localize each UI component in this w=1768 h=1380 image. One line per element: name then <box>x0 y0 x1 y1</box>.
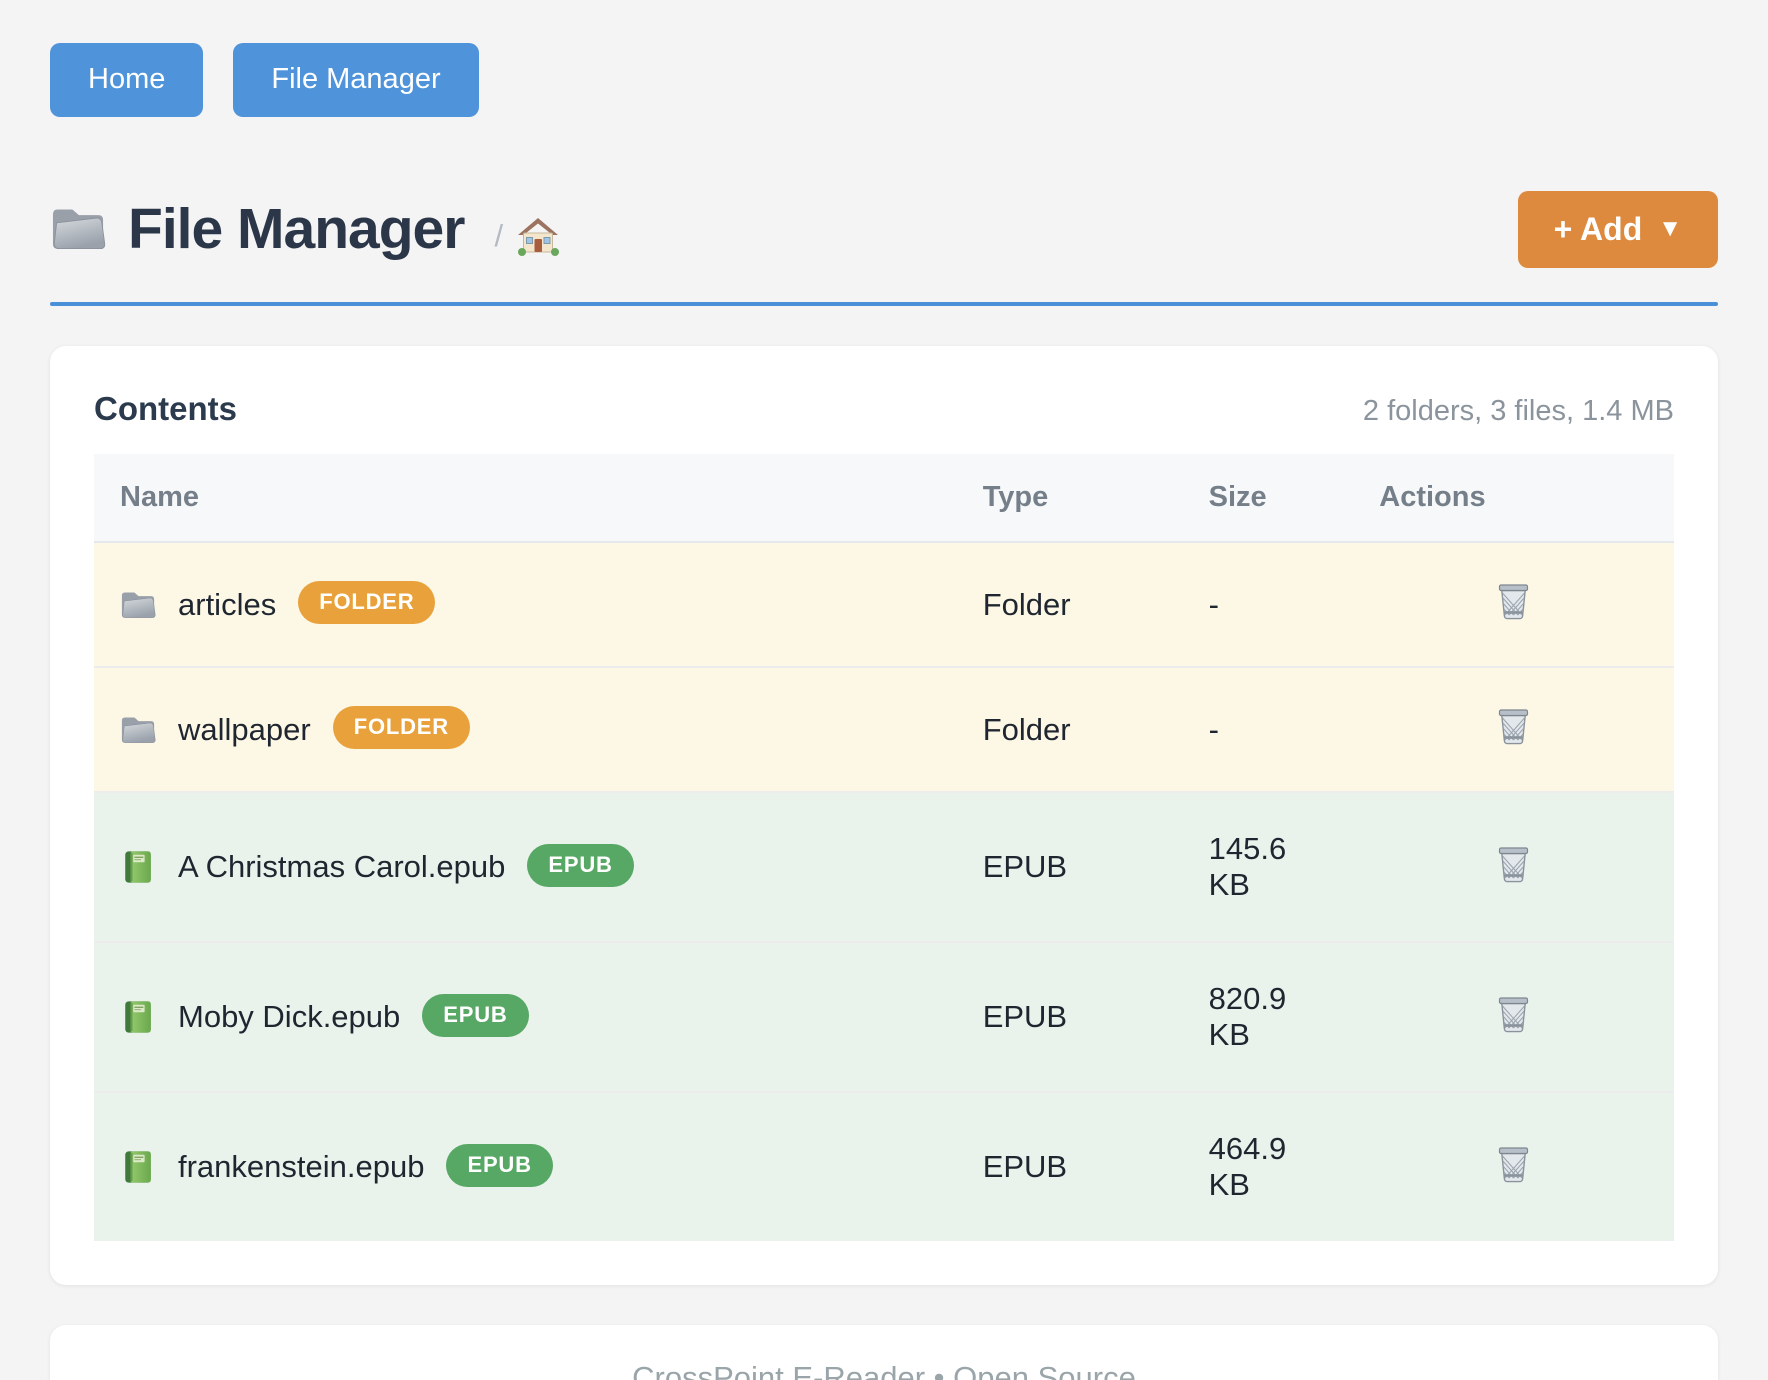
file-name: Moby Dick.epub <box>178 999 401 1035</box>
file-name: frankenstein.epub <box>178 1149 425 1185</box>
title-underline <box>50 302 1718 307</box>
trash-icon <box>1495 581 1532 620</box>
top-nav: Home File Manager <box>50 43 1718 117</box>
file-name-cell[interactable]: wallpaper FOLDER <box>120 706 931 751</box>
breadcrumb-separator: / <box>494 218 504 254</box>
file-table-body: articles FOLDER Folder - wallpaper FOLDE… <box>94 542 1674 1242</box>
folder-icon <box>120 713 156 747</box>
green-book-icon <box>120 1150 156 1184</box>
file-size: - <box>1208 711 1219 747</box>
title-wrap: File Manager <box>50 196 465 262</box>
delete-button[interactable] <box>1495 706 1532 745</box>
delete-button[interactable] <box>1495 844 1532 883</box>
file-size: 820.9 KB <box>1208 981 1287 1053</box>
file-type: EPUB <box>982 849 1068 885</box>
contents-card-header: Contents 2 folders, 3 files, 1.4 MB <box>94 390 1674 428</box>
green-book-icon <box>120 1000 156 1034</box>
file-name-cell[interactable]: Moby Dick.epub EPUB <box>120 993 931 1039</box>
file-table: Name Type Size Actions articles FOLDER F… <box>94 454 1674 1242</box>
column-header-actions: Actions <box>1353 454 1674 543</box>
trash-icon <box>1495 1144 1532 1183</box>
delete-button[interactable] <box>1495 1144 1532 1183</box>
file-size: - <box>1208 586 1219 622</box>
page-header: File Manager / + Add ▼ <box>50 190 1718 269</box>
table-row[interactable]: Moby Dick.epub EPUB EPUB 820.9 KB <box>94 942 1674 1093</box>
type-badge: EPUB <box>422 993 529 1037</box>
nav-file-manager-button[interactable]: File Manager <box>233 43 479 117</box>
contents-card: Contents 2 folders, 3 files, 1.4 MB Name… <box>50 346 1718 1286</box>
delete-button[interactable] <box>1495 581 1532 620</box>
footer: CrossPoint E-Reader • Open Source <box>50 1325 1718 1380</box>
file-name-cell[interactable]: frankenstein.epub EPUB <box>120 1143 931 1189</box>
column-header-size: Size <box>1182 454 1354 543</box>
nav-home-button[interactable]: Home <box>50 43 204 117</box>
trash-icon <box>1495 994 1532 1033</box>
file-size: 464.9 KB <box>1208 1131 1287 1203</box>
type-badge: EPUB <box>527 843 634 887</box>
table-row[interactable]: articles FOLDER Folder - <box>94 542 1674 668</box>
file-name: wallpaper <box>178 711 311 747</box>
file-name: A Christmas Carol.epub <box>178 849 506 885</box>
file-size: 145.6 KB <box>1208 831 1287 903</box>
trash-icon <box>1495 844 1532 883</box>
type-badge: FOLDER <box>332 706 470 750</box>
delete-button[interactable] <box>1495 994 1532 1033</box>
file-name: articles <box>178 586 277 622</box>
file-type: Folder <box>982 711 1071 747</box>
breadcrumb: / <box>494 216 559 256</box>
file-type: EPUB <box>982 1149 1068 1185</box>
file-type: EPUB <box>982 999 1068 1035</box>
type-badge: EPUB <box>446 1143 553 1187</box>
trash-icon <box>1495 706 1532 745</box>
file-table-head: Name Type Size Actions <box>94 454 1674 543</box>
home-icon[interactable] <box>517 216 559 256</box>
add-button-label: + Add <box>1553 210 1643 247</box>
contents-summary: 2 folders, 3 files, 1.4 MB <box>1362 395 1674 428</box>
file-name-cell[interactable]: articles FOLDER <box>120 581 931 626</box>
column-header-name: Name <box>94 454 957 543</box>
add-button[interactable]: + Add ▼ <box>1517 190 1718 269</box>
table-row[interactable]: A Christmas Carol.epub EPUB EPUB 145.6 K… <box>94 792 1674 943</box>
table-row[interactable]: wallpaper FOLDER Folder - <box>94 667 1674 793</box>
file-name-cell[interactable]: A Christmas Carol.epub EPUB <box>120 843 931 889</box>
column-header-type: Type <box>956 454 1183 543</box>
type-badge: FOLDER <box>298 581 436 625</box>
footer-text: CrossPoint E-Reader • Open Source <box>632 1360 1136 1380</box>
green-book-icon <box>120 850 156 884</box>
file-type: Folder <box>982 586 1071 622</box>
chevron-down-icon: ▼ <box>1658 215 1682 243</box>
contents-heading: Contents <box>94 390 237 428</box>
folder-icon <box>120 588 156 622</box>
table-row[interactable]: frankenstein.epub EPUB EPUB 464.9 KB <box>94 1092 1674 1242</box>
folder-icon <box>50 205 106 253</box>
page-title: File Manager <box>128 197 465 262</box>
